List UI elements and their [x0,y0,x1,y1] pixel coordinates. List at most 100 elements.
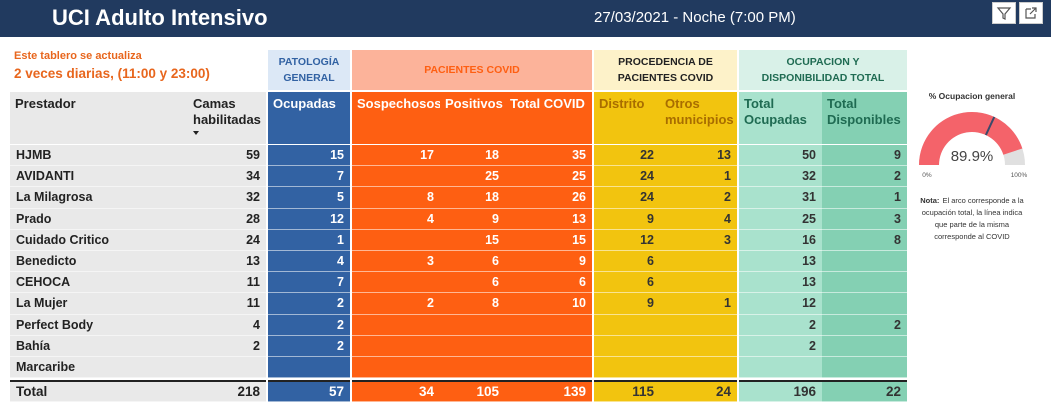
table-cell: 2 [660,187,737,209]
table-cell: AVIDANTI [10,166,188,188]
table-cell: 1 [660,166,737,188]
table-cell: 25 [440,166,505,188]
table-cell: 15 [268,145,350,167]
table-cell [268,357,350,379]
table-cell: Perfect Body [10,314,188,336]
table-cell [822,272,907,294]
table-cell: 6 [440,251,505,273]
table-cell: 4 [188,314,266,336]
note-text: Nota: [920,196,939,205]
table-cell: 1 [822,187,907,209]
table-cell: 3 [660,229,737,251]
table-cell: 11 [188,293,266,315]
datetime: 27/03/2021 - Noche (7:00 PM) [594,9,796,26]
table-cell: 24 [188,229,266,251]
table-cell [188,357,266,379]
table-cell: 6 [440,272,505,294]
total-cell: 57 [268,380,350,403]
table-cell: 32 [188,187,266,209]
table-cell: 59 [188,145,266,167]
group-header: PACIENTES COVID [352,50,592,90]
column-header: Otros municipios [660,92,737,144]
table-cell: 31 [739,187,822,209]
table-cell: 9 [440,208,505,230]
table-cell: 4 [352,208,440,230]
expand-button[interactable] [1019,2,1043,24]
table-cell [660,314,737,336]
gauge-title: % Ocupacion general [929,91,1015,101]
table-cell: 10 [505,293,592,315]
group-header: OCUPACION Y DISPONIBILIDAD TOTAL [739,50,907,90]
table-cell: 12 [739,293,822,315]
total-cell: 105 [440,380,505,403]
table-cell: La Mujer [10,293,188,315]
table-cell: 22 [594,145,660,167]
table-cell [822,357,907,379]
column-header: Sospechosos [352,92,442,144]
table-cell [505,335,592,357]
table-cell [594,335,660,357]
table-cell: 8 [440,293,505,315]
table-cell [822,251,907,273]
column-header: Prestador [10,92,188,144]
table-cell [352,314,440,336]
table-cell: 6 [594,251,660,273]
note-text: El arco corresponde a la [942,196,1024,205]
table-cell: 13 [188,251,266,273]
table-cell: CEHOCA [10,272,188,294]
table-cell: 15 [505,229,592,251]
table-cell [739,357,822,379]
sort-indicator [193,131,199,135]
table-cell [505,314,592,336]
table-cell: 28 [188,208,266,230]
total-cell: 196 [739,380,822,403]
table-cell: HJMB [10,145,188,167]
table-cell: 7 [268,166,350,188]
table-cell: 15 [440,229,505,251]
table-cell: 2 [352,293,440,315]
table-cell [505,357,592,379]
filter-button[interactable] [992,2,1016,24]
table-cell: 2 [268,314,350,336]
table-cell: 12 [268,208,350,230]
table-cell: 1 [660,293,737,315]
table-cell: Benedicto [10,251,188,273]
table-cell: 4 [660,208,737,230]
table-cell [822,335,907,357]
column-header: Positivos [440,92,505,144]
table-cell [440,335,505,357]
table-cell: Cuidado Critico [10,229,188,251]
gauge: % Ocupacion general 89.9% 0% 100% Nota: El a… [919,91,1028,241]
table-cell: 6 [505,272,592,294]
total-cell: 22 [822,380,907,403]
gauge-max: 100% [1011,172,1028,179]
table-cell: 13 [739,251,822,273]
table-cell [352,272,440,294]
table-cell: 3 [822,208,907,230]
table-cell [352,229,440,251]
table-cell: Marcaribe [10,357,188,379]
total-cell: 139 [505,380,592,403]
table-cell: 18 [440,145,505,167]
table-cell [594,314,660,336]
table-cell: 17 [352,145,440,167]
column-header: Total COVID [505,92,592,144]
table-cell: 9 [594,293,660,315]
group-header: PROCEDENCIA DE PACIENTES COVID [594,50,737,90]
gauge-note: Nota: El arco corresponde a la [920,196,1024,205]
table-cell: 6 [594,272,660,294]
gauge-arc [919,112,1023,165]
table-cell: 2 [739,335,822,357]
group-header: PATOLOGÍA GENERAL [268,50,350,90]
gauge-note: ocupación total, la línea indica [922,208,1023,217]
table-cell: 24 [594,166,660,188]
table-cell: 1 [268,229,350,251]
table-cell: La Milagrosa [10,187,188,209]
table-cell: 3 [352,251,440,273]
header-bar [0,0,1051,37]
total-cell: 24 [660,380,737,403]
table-cell: 16 [739,229,822,251]
table-cell [660,251,737,273]
gauge-min: 0% [922,172,932,179]
